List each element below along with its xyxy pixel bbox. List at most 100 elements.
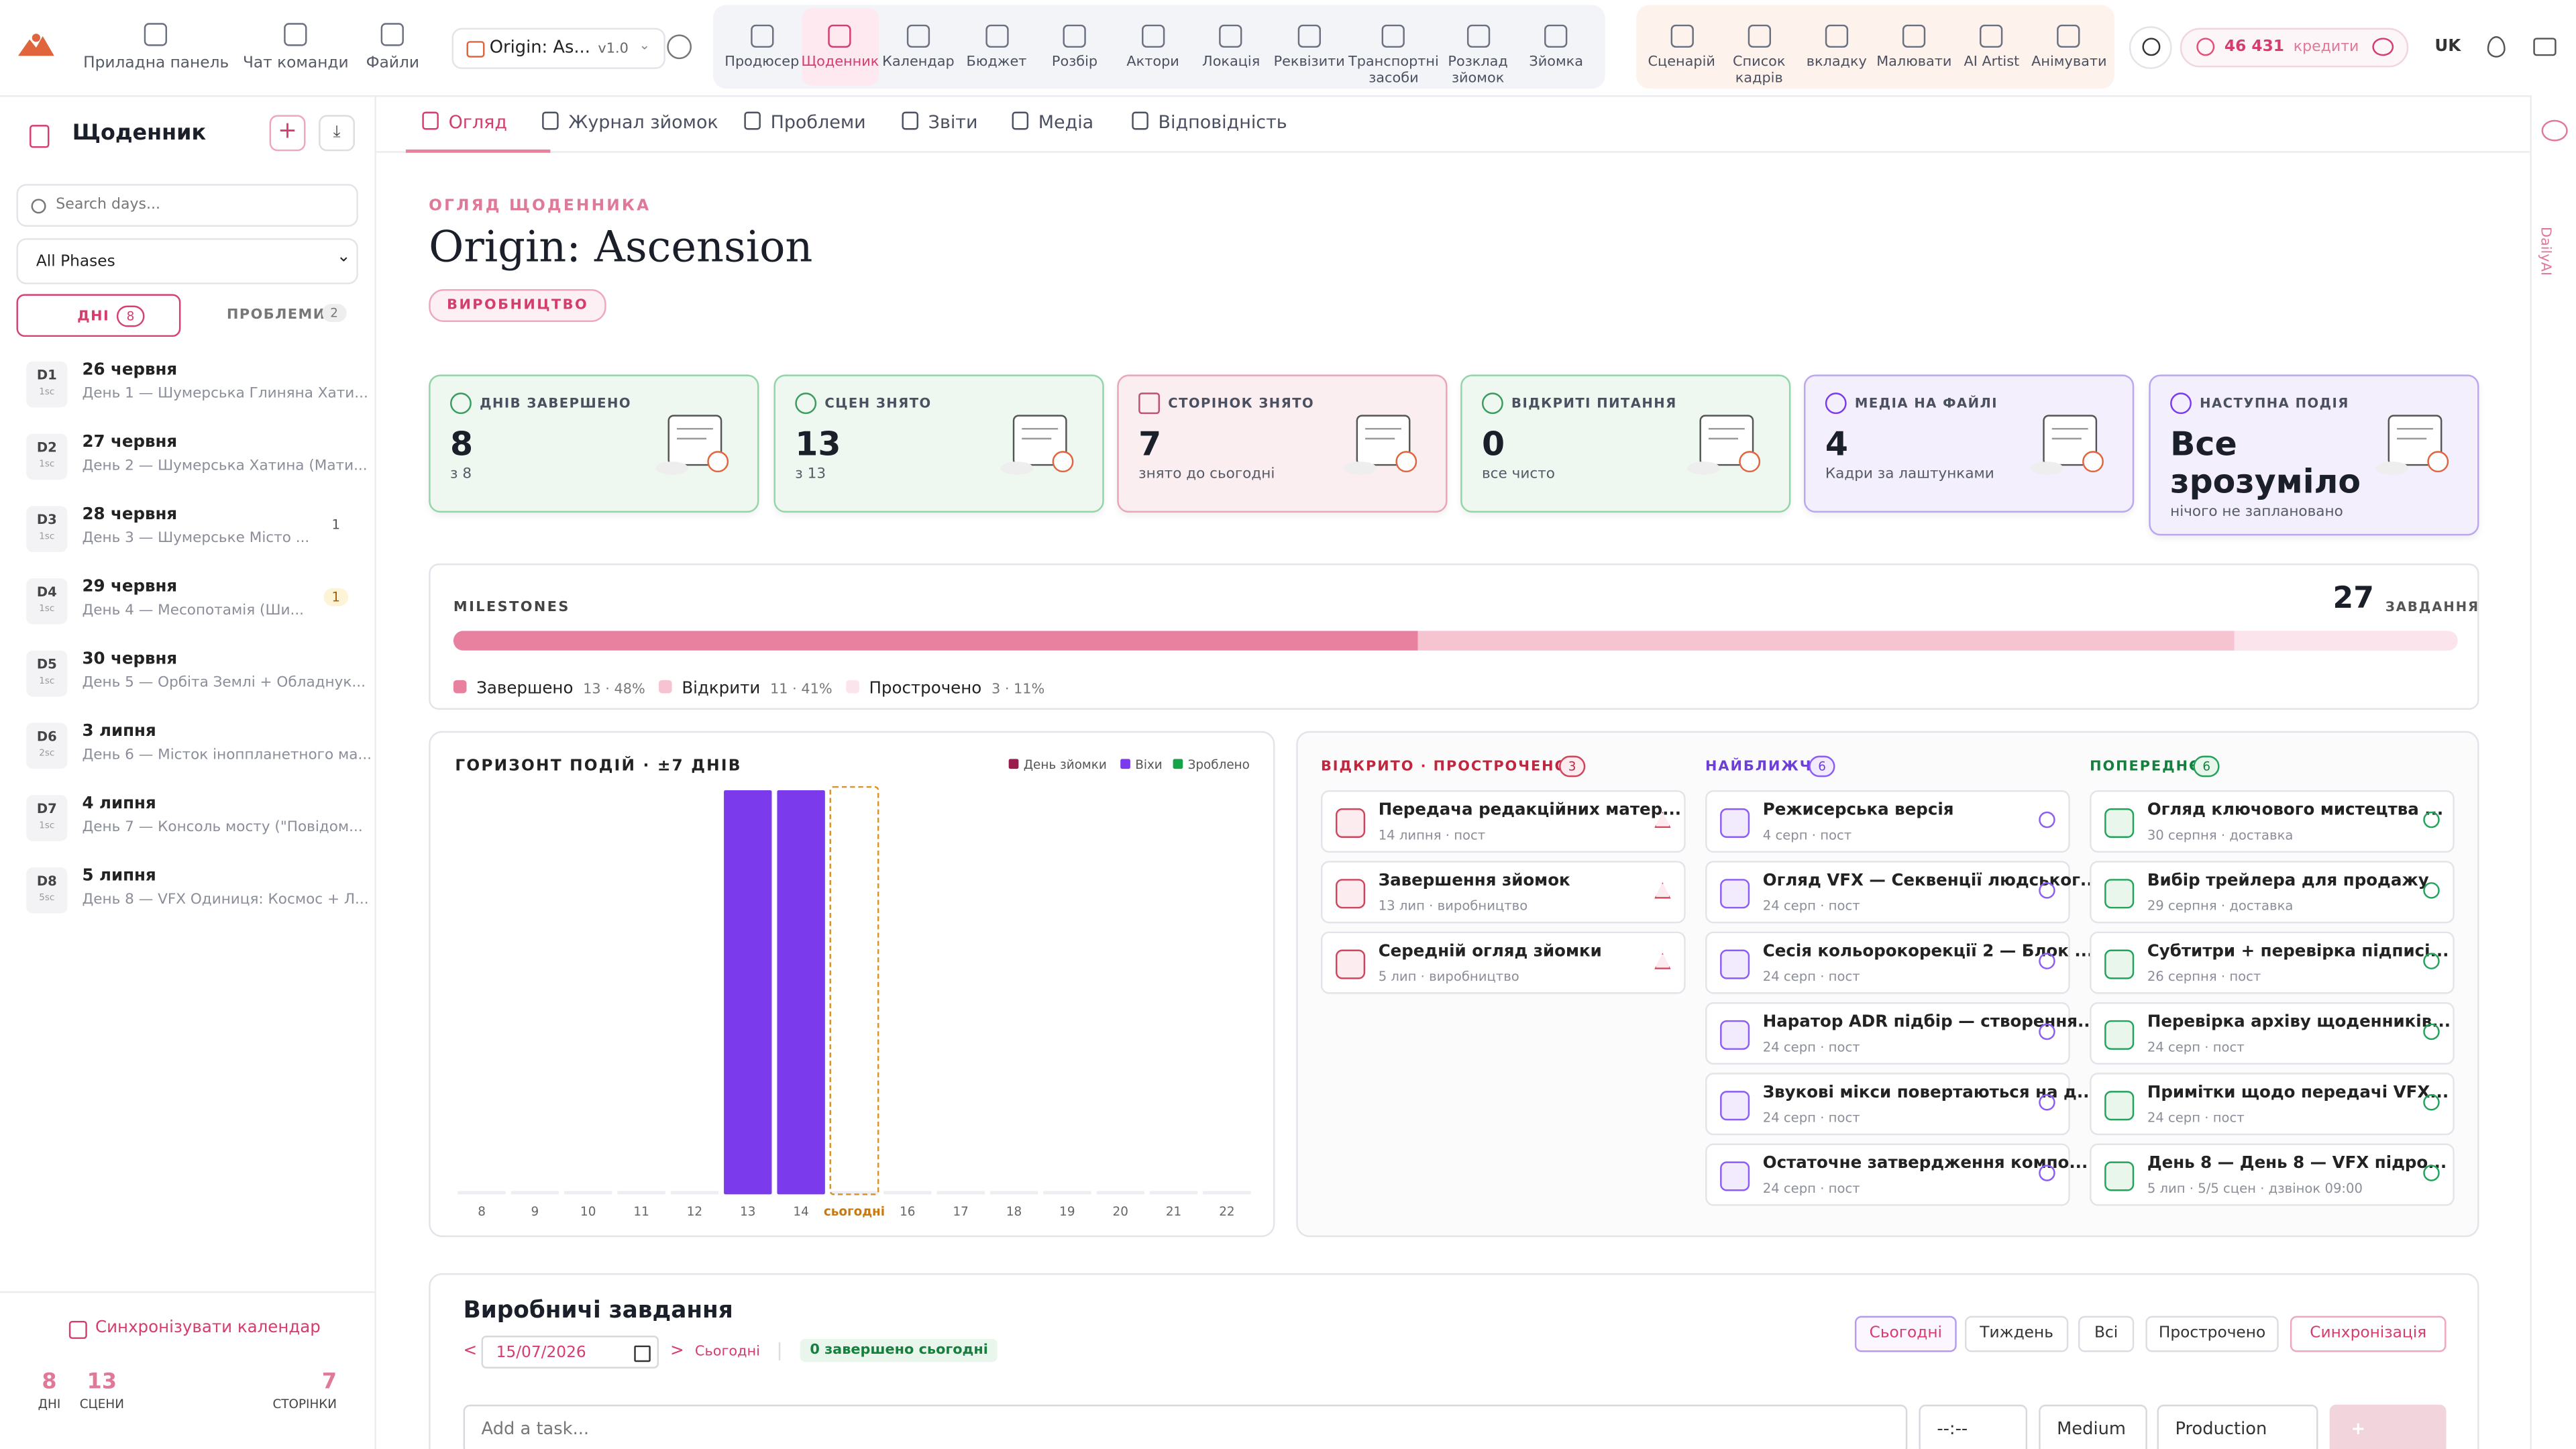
list-item[interactable]: Огляд ключового мистецтва ... 30 серпня ·… bbox=[2090, 790, 2455, 853]
tool[interactable]: Актори bbox=[1114, 8, 1192, 85]
next-day[interactable]: > bbox=[670, 1342, 684, 1360]
sub-tab[interactable]: Медіа bbox=[1012, 111, 1093, 133]
export-button[interactable]: ⤓ bbox=[319, 115, 355, 152]
list-item[interactable]: Вибір трейлера для продажу 29 серпня · до… bbox=[2090, 861, 2455, 924]
day-row[interactable]: D3 1sc 28 червня День 3 — Шумерське Місто .… bbox=[26, 502, 355, 568]
tool[interactable]: Розбір bbox=[1036, 8, 1114, 85]
category-select[interactable]: Production bbox=[2157, 1404, 2318, 1449]
learn-icon[interactable] bbox=[2533, 38, 2557, 56]
day-code: D4 1sc bbox=[26, 578, 68, 625]
theme-icon[interactable] bbox=[2487, 36, 2506, 58]
ai-strip[interactable]: DailyAI bbox=[2530, 95, 2576, 1449]
search-button[interactable] bbox=[2129, 26, 2172, 69]
search-input[interactable]: Search days... bbox=[16, 184, 358, 227]
day-row[interactable]: D8 5sc 5 липня День 8 — VFX Одиниця: Космос… bbox=[26, 864, 369, 930]
phase-value: All Phases bbox=[36, 253, 115, 272]
list-item[interactable]: Примітки щодо передачі VFX... 24 серп · п… bbox=[2090, 1073, 2455, 1136]
tool-icon bbox=[1748, 24, 1771, 48]
list-item[interactable]: Наратор ADR підбір — створення... 24 серп… bbox=[1705, 1002, 2096, 1065]
sub-tab[interactable]: Огляд bbox=[405, 111, 551, 153]
tool[interactable]: AI Artist bbox=[1953, 8, 2031, 85]
add-day-button[interactable]: + bbox=[269, 115, 306, 152]
x-tick-label: сьогодні bbox=[824, 1205, 885, 1219]
task-input[interactable]: Add a task... bbox=[463, 1404, 1908, 1449]
tool[interactable]: Бюджет bbox=[957, 8, 1036, 85]
time-input[interactable]: --:-- bbox=[1919, 1404, 2028, 1449]
sub-tab[interactable]: Звіти bbox=[902, 111, 978, 133]
x-tick-label: 14 bbox=[793, 1205, 808, 1219]
tool[interactable]: Щоденник bbox=[801, 8, 879, 86]
card-sub: нічого не заплановано bbox=[2170, 504, 2343, 521]
tool[interactable]: Календар bbox=[879, 8, 958, 85]
list-item[interactable]: День 8 — День 8 — VFX підро... 5 лип · 5/… bbox=[2090, 1143, 2455, 1206]
logo[interactable] bbox=[16, 30, 56, 59]
tool[interactable]: Анімувати bbox=[2031, 8, 2108, 85]
tool[interactable]: вкладку bbox=[1798, 8, 1876, 85]
tool[interactable]: Сценарій bbox=[1643, 8, 1721, 85]
credits-pill[interactable]: 46 431 кредити bbox=[2180, 28, 2409, 68]
filter-button[interactable]: Сьогодні bbox=[1854, 1316, 1957, 1352]
day-row[interactable]: D4 1sc 29 червня День 4 — Месопотамія (Ши..… bbox=[26, 575, 355, 641]
list-item[interactable]: Остаточне затвердження компо... 24 серп ·… bbox=[1705, 1143, 2088, 1206]
item-meta: 5 лип · виробництво bbox=[1378, 969, 1519, 984]
sidebar-tab[interactable]: ПРОБЛЕМИ 2 bbox=[187, 294, 352, 337]
day-row[interactable]: D5 1sc 30 червня День 5 — Орбіта Землі + Об… bbox=[26, 647, 366, 713]
list-item[interactable]: Субтитри + перевірка підписі... 26 серпня… bbox=[2090, 931, 2455, 994]
nav-label: Файли bbox=[366, 54, 420, 72]
horizon-chart: День зйомки Віхи Зроблено 8 9 10 11 12 13 14 сього… bbox=[458, 758, 1251, 1219]
tool-icon bbox=[1466, 24, 1490, 48]
project-select[interactable]: Origin: As... v1.0 ⌄ bbox=[451, 28, 665, 69]
list-item[interactable]: Передача редакційних матер... 14 липня · … bbox=[1320, 790, 1686, 853]
list-item[interactable]: Середній огляд зйомки 5 лип · виробництво bbox=[1320, 931, 1686, 994]
sidebar-tab[interactable]: ДНІ 8 bbox=[16, 294, 181, 337]
day-row[interactable]: D7 1sc 4 липня День 7 — Консоль мосту ("Пов… bbox=[26, 792, 363, 857]
day-row[interactable]: D2 1sc 27 червня День 2 — Шумерська Хатина … bbox=[26, 431, 368, 496]
sub-tab[interactable]: Відповідність bbox=[1132, 111, 1287, 133]
sync-button[interactable]: Синхронізація bbox=[2290, 1316, 2447, 1352]
settings-button[interactable] bbox=[667, 34, 692, 60]
stat-card: СЦЕН ЗНЯТО 13 з 13 bbox=[773, 374, 1104, 513]
language[interactable]: UK bbox=[2434, 38, 2461, 56]
legend-swatch bbox=[846, 680, 859, 694]
nav-item[interactable]: Чат команди bbox=[243, 19, 349, 72]
tool[interactable]: Реквізити bbox=[1270, 8, 1348, 85]
stat-value: 13 bbox=[87, 1370, 117, 1395]
nav-item[interactable]: Приладна панель bbox=[83, 19, 229, 72]
nav-item[interactable]: Файли bbox=[366, 19, 419, 72]
day-desc: День 4 — Месопотамія (Ши... bbox=[82, 602, 305, 620]
add-task-button[interactable]: + Додати bbox=[2329, 1404, 2447, 1449]
x-tick-label: 13 bbox=[740, 1205, 755, 1219]
filter-button[interactable]: Прострочено bbox=[2145, 1316, 2279, 1352]
list-item[interactable]: Режисерська версія 4 серп · пост bbox=[1705, 790, 2070, 853]
list-item[interactable]: Звукові мікси повертаються на д... 24 сер… bbox=[1705, 1073, 2096, 1136]
sync-calendar[interactable]: Синхронізувати календар bbox=[95, 1319, 321, 1338]
tool-icon bbox=[1297, 24, 1321, 48]
tool[interactable]: Зйомка bbox=[1517, 8, 1595, 85]
sub-tab[interactable]: Журнал зйомок bbox=[542, 111, 718, 133]
list-item[interactable]: Огляд VFX — Секвенції людськог... 24 серп… bbox=[1705, 861, 2099, 924]
today-link[interactable]: Сьогодні bbox=[694, 1344, 760, 1360]
prev-day[interactable]: < bbox=[463, 1342, 478, 1360]
tool[interactable]: Малювати bbox=[1876, 8, 1953, 85]
filter-button[interactable]: Всі bbox=[2078, 1316, 2135, 1352]
list-item[interactable]: Перевірка архіву щоденників... 24 серп · … bbox=[2090, 1002, 2455, 1065]
list-item[interactable]: Сесія кольорокорекції 2 — Блок ... 24 сер… bbox=[1705, 931, 2093, 994]
item-meta: 24 серп · пост bbox=[1762, 898, 1860, 914]
tool[interactable]: Список кадрів bbox=[1721, 8, 1799, 86]
legend-label: Віхи bbox=[1135, 758, 1163, 772]
date-input[interactable]: 15/07/2026 bbox=[481, 1336, 659, 1369]
day-code: D1 1sc bbox=[26, 361, 68, 408]
card-sub: знято до сьогодні bbox=[1138, 466, 1275, 484]
tool[interactable]: Продюсер bbox=[723, 8, 802, 85]
tool[interactable]: Транспортні засоби bbox=[1348, 8, 1439, 86]
phase-select[interactable]: All Phases ⌄ bbox=[16, 238, 358, 284]
tool[interactable]: Локація bbox=[1192, 8, 1271, 85]
filter-button[interactable]: Тиждень bbox=[1964, 1316, 2069, 1352]
list-item[interactable]: Завершення зйомок 13 лип · виробництво bbox=[1320, 861, 1686, 924]
priority-select[interactable]: Medium bbox=[2039, 1404, 2147, 1449]
sub-tab[interactable]: Проблеми bbox=[744, 111, 866, 133]
day-row[interactable]: D6 2sc 3 липня День 6 — Місток іноппланетно… bbox=[26, 720, 372, 786]
stat-card: ДНІВ ЗАВЕРШЕНО 8 з 8 bbox=[429, 374, 759, 513]
day-row[interactable]: D1 1sc 26 червня День 1 — Шумерська Глиняна… bbox=[26, 358, 368, 424]
tool[interactable]: Розклад зйомок bbox=[1439, 8, 1517, 86]
